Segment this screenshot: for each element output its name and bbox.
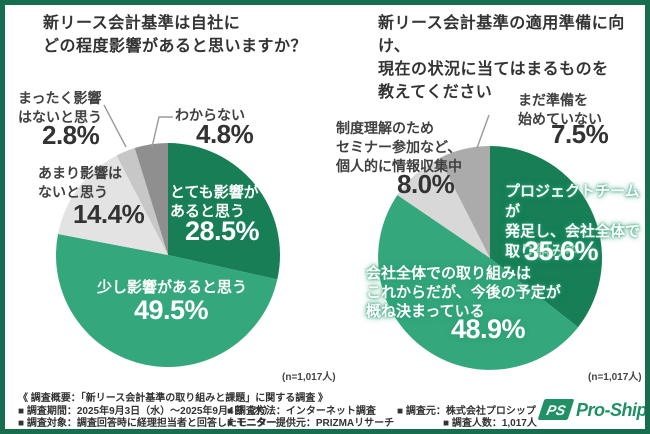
pie-slice	[490, 146, 602, 328]
label-personal-research: 制度理解のため セミナー参加など、 個人的に情報収集中	[336, 120, 462, 174]
label-no-impact-at-all: まったく影響 はないと思う	[18, 90, 102, 125]
pie-slice	[397, 158, 490, 258]
pie-chart-impact	[56, 143, 280, 367]
proship-logo-icon: PS	[537, 399, 575, 420]
leader-line-no-impact	[103, 104, 127, 148]
pie-slice	[168, 143, 280, 280]
pct-personal-research: 8.0%	[397, 169, 455, 199]
survey-period: ■ 調査期間：2025年9月3日（水）～2025年9月4日（木）	[18, 406, 274, 417]
label-strong-impact: とても影響が あると思う	[170, 184, 259, 220]
survey-respondents: ■ 調査人数：1,017人	[443, 418, 537, 429]
pct-strong-impact: 28.5%	[185, 216, 260, 246]
chart1-n-label: (n=1,017人)	[282, 372, 336, 383]
label-project-team: プロジェクトチームが 発足し、会社全体で 取り組み中	[505, 183, 641, 260]
pct-no-impact-at-all: 2.8%	[42, 120, 100, 150]
label-companywide-planned: 会社全体での取り組みは これからだが、今後の予定が 概ね決まっている	[366, 265, 561, 320]
survey-target: ■ 調査対象：調査回答時に経理担当者と回答したモニター	[18, 418, 277, 429]
pie-chart-preparation	[378, 146, 602, 370]
survey-overview-heading: 《 調査概要：「新リース会計基準の取り組みと課題」に関する調査 》	[18, 393, 329, 404]
pie-slice	[378, 195, 579, 370]
proship-logo: PS Pro-Ship	[537, 399, 648, 420]
label-not-started: まだ準備を 始めていない	[518, 92, 602, 127]
chart2-n-label: (n=1,017人)	[588, 372, 642, 383]
pct-not-started: 7.5%	[551, 119, 609, 149]
chart2-title: 新リース会計基準の適用準備に向け、 現在の状況に当てはまるものを 教えてください	[378, 15, 625, 101]
label-little-impact: あまり影響は ないと思う	[38, 165, 122, 200]
pct-companywide-planned: 48.9%	[451, 314, 526, 344]
leader-line-not-started	[476, 114, 490, 149]
label-dont-know: わからない	[175, 107, 245, 123]
pie-slice	[57, 155, 169, 255]
survey-monitor-provider: ■ モニター提供元：PRIZMAリサーチ	[227, 418, 395, 429]
pie-slice	[134, 143, 168, 255]
pct-project-team: 35.6%	[524, 236, 599, 266]
proship-logo-text: Pro-Ship	[576, 399, 648, 420]
pie-slice	[439, 146, 490, 258]
proship-monogram: PS	[544, 401, 568, 418]
pct-little-impact: 14.4%	[73, 199, 145, 229]
pie-slice	[116, 148, 168, 255]
survey-source: ■ 調査元：株式会社プロシップ	[397, 406, 536, 417]
label-some-impact: 少し影響があると思う	[97, 279, 248, 296]
pie-slice	[56, 234, 278, 367]
survey-method: ■ 調査方法：インターネット調査	[227, 406, 376, 417]
pct-dont-know: 4.8%	[196, 119, 254, 149]
chart1-title: 新リース会計基準は自社に どの程度影響があると思いますか？	[43, 15, 308, 55]
pct-some-impact: 49.5%	[134, 295, 209, 325]
